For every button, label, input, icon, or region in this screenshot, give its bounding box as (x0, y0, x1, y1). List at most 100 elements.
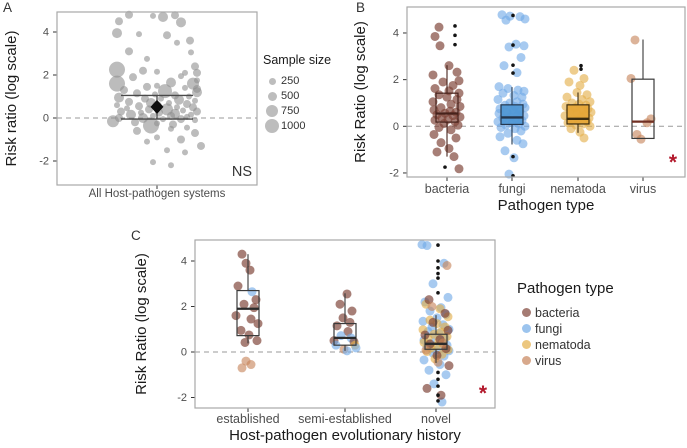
data-point-virus (626, 73, 636, 83)
data-point-bacteria (444, 61, 454, 71)
data-point-established (236, 325, 246, 335)
size-dot-750-icon (263, 105, 281, 117)
legend-item-virus: virus (517, 353, 614, 368)
data-point-fungi (495, 132, 505, 142)
box-fungi (500, 104, 524, 126)
data-point-nematoda (575, 80, 585, 90)
data-point-bacteria (446, 125, 456, 135)
data-point-novel (437, 397, 447, 407)
data-point-sample (107, 115, 119, 128)
data-point-virus (636, 134, 646, 144)
data-point-sample (193, 68, 201, 77)
data-point-established (253, 319, 263, 329)
x-tick-label: established (216, 412, 279, 426)
pathogen-type-legend: Pathogen type bacteria fungi nematoda vi… (517, 280, 614, 369)
data-point-nematoda (562, 92, 572, 102)
data-point-sample (158, 11, 168, 22)
significance-asterisk: * (669, 151, 678, 174)
virus-dot-icon (517, 356, 535, 365)
data-point-established (244, 330, 254, 340)
y-tick-label: 2 (181, 301, 187, 313)
outlier-point (511, 154, 515, 159)
data-point-nematoda (579, 133, 589, 143)
box-virus (631, 78, 655, 140)
legend-item-500: 500 (263, 89, 331, 103)
fungi-dot-icon (517, 324, 535, 333)
data-point-novel (422, 241, 432, 251)
data-point-bacteria (446, 99, 456, 109)
data-point-sample (178, 73, 184, 80)
data-point-sample (192, 87, 202, 98)
data-point-bacteria (452, 67, 462, 77)
data-point-fungi (499, 61, 509, 71)
data-point-novel (424, 365, 434, 375)
data-point-semi-established (347, 306, 357, 316)
significance-asterisk: * (479, 382, 488, 405)
x-tick-label: virus (630, 182, 656, 196)
data-point-sample (133, 126, 141, 135)
legend-label: 1000 (281, 120, 306, 132)
data-point-established (240, 337, 250, 347)
y-tick-label: 2 (43, 70, 49, 82)
data-point-bacteria (430, 31, 440, 41)
data-point-bacteria (444, 143, 454, 153)
data-point-semi-established (342, 289, 352, 299)
data-point-sample (150, 112, 156, 119)
outlier-point (436, 271, 440, 276)
data-point-sample (163, 31, 171, 40)
outlier-point (443, 165, 447, 169)
data-point-bacteria (453, 120, 463, 130)
y-tick-label: 4 (393, 27, 399, 39)
data-point-sample (180, 107, 186, 114)
data-point-bacteria (435, 41, 445, 51)
data-point-novel (419, 355, 429, 365)
data-point-novel (441, 370, 451, 380)
box-novel (424, 333, 448, 350)
outlier-point (436, 377, 440, 382)
data-point-sample (168, 162, 174, 169)
outlier-point (436, 370, 440, 375)
data-point-fungi (518, 139, 528, 149)
data-point-established (237, 249, 247, 259)
data-point-novel (440, 308, 450, 318)
data-point-bacteria (438, 77, 448, 87)
panel-border (56, 11, 258, 186)
box-semi-established (333, 322, 357, 346)
data-point-sample (191, 62, 199, 71)
data-point-sample (150, 159, 156, 166)
data-point-fungi (501, 15, 511, 25)
data-point-novel (421, 345, 431, 355)
data-point-sample (197, 141, 205, 150)
data-point-sample (192, 117, 198, 124)
data-point-nematoda (564, 77, 574, 87)
data-point-sample (125, 97, 133, 106)
outlier-point (436, 276, 440, 280)
outlier-point (511, 63, 515, 67)
data-point-sample (174, 39, 180, 46)
outlier-point (511, 71, 515, 75)
data-point-sample (174, 94, 184, 105)
data-point-semi-established (335, 299, 345, 309)
data-point-bacteria (451, 133, 461, 143)
panel-b-chart: -2 0 2 4 bacteria fungi nematoda virus * Risk Rat… (352, 6, 686, 214)
data-point-virus (642, 118, 652, 128)
data-point-bacteria (454, 164, 464, 174)
y-tick-label: -2 (39, 156, 49, 168)
outlier-point (453, 33, 457, 38)
data-point-semi-established (342, 346, 352, 356)
outlier-point (453, 24, 457, 28)
data-point-fungi (519, 41, 529, 51)
data-point-established (247, 287, 257, 297)
data-point-novel (443, 325, 453, 335)
data-point-sample (114, 92, 124, 103)
data-point-novel (428, 317, 438, 327)
data-point-sample (120, 86, 128, 95)
data-point-sample (182, 69, 188, 76)
data-point-bacteria (434, 122, 444, 132)
data-point-established (252, 336, 262, 346)
data-point-bacteria (449, 152, 459, 162)
data-point-sample (154, 134, 160, 141)
outlier-point (579, 63, 583, 68)
data-point-sample (182, 149, 188, 156)
